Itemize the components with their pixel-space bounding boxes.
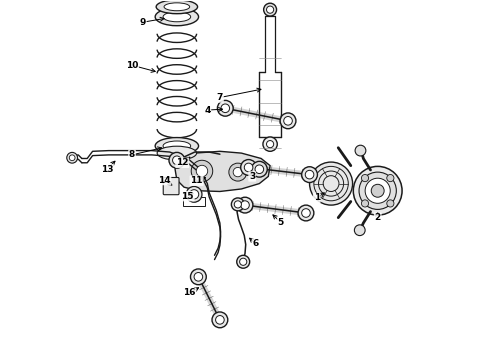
Circle shape [186, 186, 202, 202]
Circle shape [251, 161, 267, 177]
Text: 1: 1 [314, 193, 320, 202]
Ellipse shape [156, 0, 197, 14]
Ellipse shape [155, 8, 198, 26]
Circle shape [216, 316, 224, 324]
Circle shape [245, 163, 253, 172]
Text: 6: 6 [253, 239, 259, 248]
Circle shape [218, 100, 233, 116]
Circle shape [387, 175, 394, 182]
Text: 16: 16 [183, 288, 196, 297]
Circle shape [387, 200, 394, 207]
Bar [183, 197, 205, 206]
Circle shape [264, 3, 276, 16]
Circle shape [234, 201, 242, 208]
Circle shape [172, 156, 181, 165]
Circle shape [284, 117, 293, 125]
Circle shape [353, 166, 402, 215]
Circle shape [298, 205, 314, 221]
Text: 9: 9 [140, 18, 146, 27]
Text: 11: 11 [190, 176, 203, 185]
Circle shape [231, 198, 245, 211]
Circle shape [191, 269, 206, 285]
Circle shape [362, 175, 368, 182]
Text: 3: 3 [249, 172, 255, 181]
Circle shape [302, 167, 318, 183]
Circle shape [169, 152, 185, 168]
Circle shape [280, 113, 296, 129]
Circle shape [229, 163, 247, 181]
Circle shape [354, 225, 365, 235]
Ellipse shape [164, 3, 190, 11]
Text: 5: 5 [278, 218, 284, 227]
FancyBboxPatch shape [163, 177, 179, 195]
Circle shape [267, 140, 274, 148]
Circle shape [241, 201, 249, 210]
Ellipse shape [155, 138, 198, 154]
Circle shape [302, 209, 310, 217]
Text: 2: 2 [374, 213, 381, 222]
Polygon shape [175, 151, 270, 192]
Circle shape [241, 159, 256, 175]
Circle shape [69, 155, 75, 161]
Circle shape [362, 200, 368, 207]
Circle shape [194, 273, 203, 281]
Circle shape [359, 172, 396, 210]
Circle shape [190, 190, 199, 199]
Circle shape [237, 255, 250, 268]
Text: 10: 10 [126, 61, 138, 70]
Circle shape [267, 6, 274, 13]
Circle shape [305, 170, 314, 179]
Ellipse shape [163, 12, 191, 22]
Circle shape [196, 165, 208, 177]
Circle shape [255, 165, 264, 174]
Circle shape [191, 160, 213, 182]
Text: 13: 13 [100, 165, 113, 174]
Circle shape [233, 167, 243, 177]
Text: 14: 14 [158, 176, 171, 185]
Ellipse shape [157, 146, 196, 160]
Text: 15: 15 [181, 192, 194, 201]
Circle shape [263, 137, 277, 151]
Circle shape [371, 184, 384, 197]
Ellipse shape [163, 141, 191, 151]
Circle shape [67, 152, 77, 163]
Circle shape [240, 258, 247, 265]
Text: 7: 7 [217, 93, 223, 102]
Text: 4: 4 [204, 105, 211, 114]
Circle shape [355, 145, 366, 156]
Circle shape [310, 162, 353, 205]
Circle shape [365, 178, 390, 203]
Text: 8: 8 [129, 150, 135, 159]
Circle shape [212, 312, 228, 328]
Circle shape [237, 197, 253, 213]
Text: 12: 12 [176, 158, 189, 167]
Circle shape [221, 104, 230, 113]
